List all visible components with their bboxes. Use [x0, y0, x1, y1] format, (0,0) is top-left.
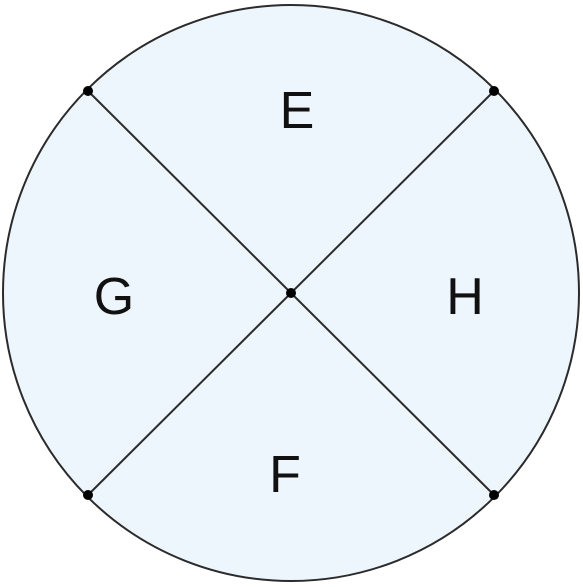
region-label-top: E	[280, 82, 315, 140]
region-label-bottom: F	[269, 446, 301, 504]
point-top-right	[489, 86, 499, 96]
point-center	[286, 288, 296, 298]
point-bottom-right	[489, 490, 499, 500]
point-bottom-left	[83, 490, 93, 500]
region-label-right: H	[446, 268, 484, 326]
region-label-left: G	[94, 268, 134, 326]
point-top-left	[83, 86, 93, 96]
